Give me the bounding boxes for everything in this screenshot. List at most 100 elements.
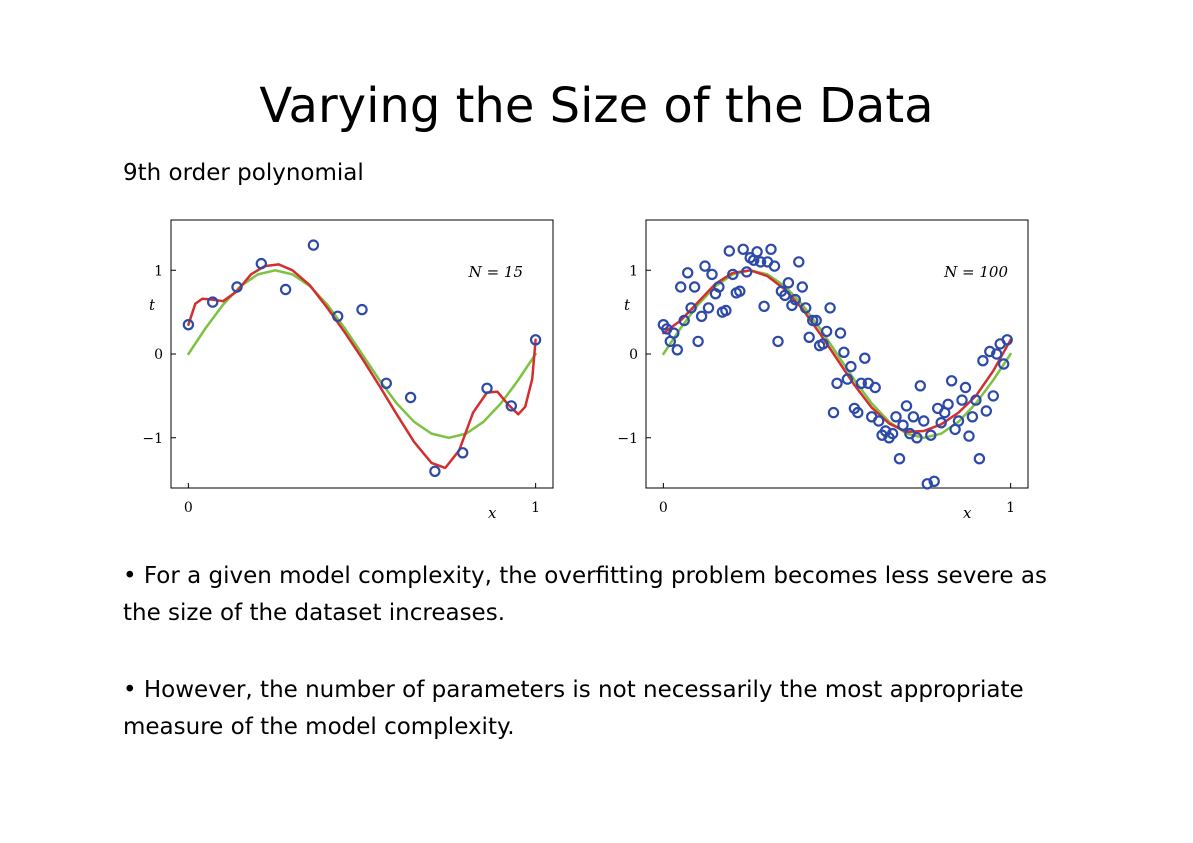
x-tick-label: 1	[1006, 500, 1015, 516]
data-point	[838, 346, 850, 358]
data-point	[505, 400, 517, 412]
data-point	[713, 281, 725, 293]
curves-layer	[187, 263, 537, 470]
data-point	[681, 267, 694, 279]
data-point	[820, 325, 833, 338]
data-point	[737, 243, 749, 256]
data-point	[793, 256, 805, 268]
data-point	[668, 327, 680, 339]
data-point	[692, 335, 704, 348]
data-point	[782, 277, 795, 289]
data-point	[893, 452, 906, 465]
data-point	[740, 266, 753, 278]
data-point	[751, 246, 763, 258]
data-point	[827, 406, 840, 419]
data-point	[952, 415, 965, 427]
data-point	[702, 302, 715, 314]
data-point	[869, 381, 881, 394]
data-point	[900, 400, 913, 412]
data-point	[182, 318, 195, 331]
data-point	[688, 281, 701, 293]
data-point	[803, 331, 815, 344]
data-point	[429, 465, 441, 477]
bullet-list: • For a given model complexity, the over…	[123, 558, 1083, 786]
data-point	[356, 303, 368, 316]
data-point	[457, 447, 469, 459]
data-point	[831, 377, 843, 389]
y-tick-label: 1	[629, 263, 638, 279]
data-point	[772, 335, 784, 348]
data-point	[959, 381, 972, 394]
data-point	[991, 348, 1003, 360]
data-point	[914, 380, 926, 392]
data-point	[723, 245, 736, 257]
data-point	[921, 478, 933, 490]
y-tick-label: 0	[629, 347, 638, 363]
data-point	[695, 310, 708, 323]
ticks-layer: 0 1 −1 0 1	[617, 263, 1015, 516]
data-point	[685, 302, 697, 314]
data-point	[1001, 334, 1013, 346]
data-point	[734, 285, 746, 297]
slide-title: Varying the Size of the Data	[259, 78, 934, 134]
data-point	[671, 344, 684, 356]
data-point	[796, 281, 808, 293]
data-point	[984, 345, 996, 358]
data-point	[890, 411, 902, 423]
data-point	[845, 360, 857, 373]
data-point	[279, 283, 292, 296]
points-layer	[657, 243, 1013, 490]
data-point	[779, 289, 791, 302]
data-point	[897, 419, 909, 431]
data-point	[706, 268, 718, 281]
data-point	[768, 260, 781, 272]
data-point	[789, 293, 801, 306]
data-point	[806, 314, 819, 327]
y-tick-label: 1	[154, 263, 163, 279]
data-point	[824, 302, 836, 314]
data-point	[380, 377, 392, 389]
data-point	[307, 239, 320, 251]
data-point	[873, 415, 885, 427]
data-point	[817, 338, 829, 350]
data-point	[841, 373, 854, 385]
bullet-item: • However, the number of parameters is n…	[123, 677, 1024, 740]
data-point	[678, 314, 690, 327]
fitted-polynomial-curve	[187, 263, 537, 470]
data-point	[720, 304, 732, 317]
data-point	[331, 310, 344, 323]
y-tick-label: −1	[617, 431, 638, 447]
data-point	[928, 475, 940, 487]
fitted-polynomial-curve	[662, 269, 1012, 434]
ticks-layer: 0 1 −1 0 1	[142, 263, 540, 516]
data-point	[977, 354, 989, 367]
chart-n15: 0 1 −1 0 1 N = 15 t x	[142, 205, 554, 530]
data-point	[942, 398, 954, 410]
data-point	[945, 375, 958, 387]
chart-annotation: N = 15	[468, 263, 523, 281]
data-point	[765, 243, 777, 256]
data-point	[859, 352, 871, 364]
slide-subtitle: 9th order polynomial	[123, 160, 364, 186]
chart-n15-svg: 0 1 −1 0 1 N = 15 t x	[142, 219, 554, 522]
x-axis-label: x	[963, 504, 972, 522]
chart-n100: 0 1 −1 0 1 N = 100 t x	[617, 205, 1029, 530]
y-axis-label: t	[149, 296, 156, 314]
x-tick-label: 1	[531, 500, 540, 516]
x-axis-label: x	[488, 504, 497, 522]
data-point	[675, 281, 687, 293]
data-point	[918, 415, 930, 427]
data-point	[758, 300, 770, 313]
data-point	[956, 394, 968, 406]
data-point	[963, 430, 975, 442]
data-point	[855, 377, 867, 389]
data-point	[206, 296, 219, 308]
data-point	[852, 406, 864, 419]
data-point	[886, 427, 899, 440]
chart-n100-svg: 0 1 −1 0 1 N = 100 t x	[617, 219, 1029, 522]
y-tick-label: 0	[154, 347, 163, 363]
data-point	[834, 327, 847, 339]
data-point	[529, 334, 542, 346]
data-point	[966, 411, 979, 423]
data-point	[810, 314, 822, 327]
